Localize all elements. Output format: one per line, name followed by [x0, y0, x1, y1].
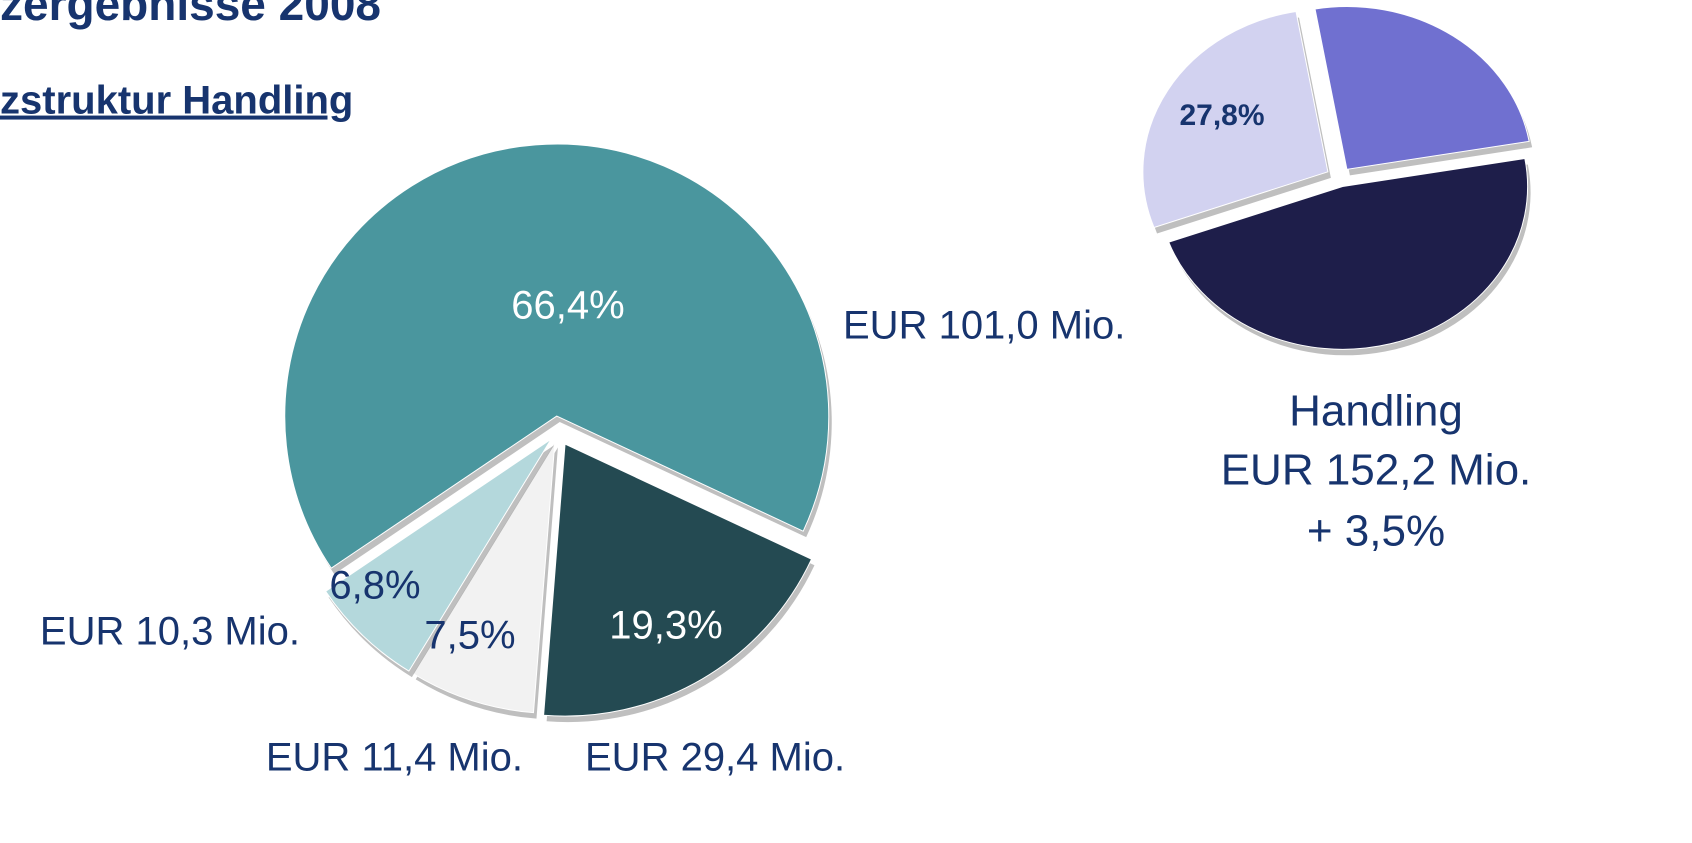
caption: EUR 152,2 Mio.: [1221, 446, 1532, 495]
percent-label: 6,8%: [329, 564, 420, 608]
pie-slice: [1168, 157, 1529, 350]
caption: + 3,5%: [1307, 507, 1445, 556]
slide-title: zergebnisse 2008: [0, 0, 381, 30]
pie-slice: [1314, 6, 1530, 170]
pie-slice: [543, 443, 813, 717]
amount-label: EUR 29,4 Mio.: [585, 736, 845, 780]
percent-label: 7,5%: [424, 614, 515, 658]
pie-slice: [324, 438, 552, 672]
pie-slice: [412, 441, 556, 714]
amount-label: EUR 10,3 Mio.: [40, 610, 300, 654]
amount-label: EUR 11,4 Mio.: [266, 736, 523, 780]
caption: Handling: [1289, 387, 1463, 436]
slide-subtitle: zstruktur Handling: [0, 79, 353, 123]
percent-label: 27,8%: [1179, 99, 1264, 132]
percent-label: 19,3%: [609, 604, 722, 648]
percent-label: 66,4%: [511, 284, 624, 328]
pie-slice: [1142, 10, 1329, 229]
pie-slice: [284, 143, 830, 569]
amount-label: EUR 101,0 Mio.: [843, 304, 1125, 348]
